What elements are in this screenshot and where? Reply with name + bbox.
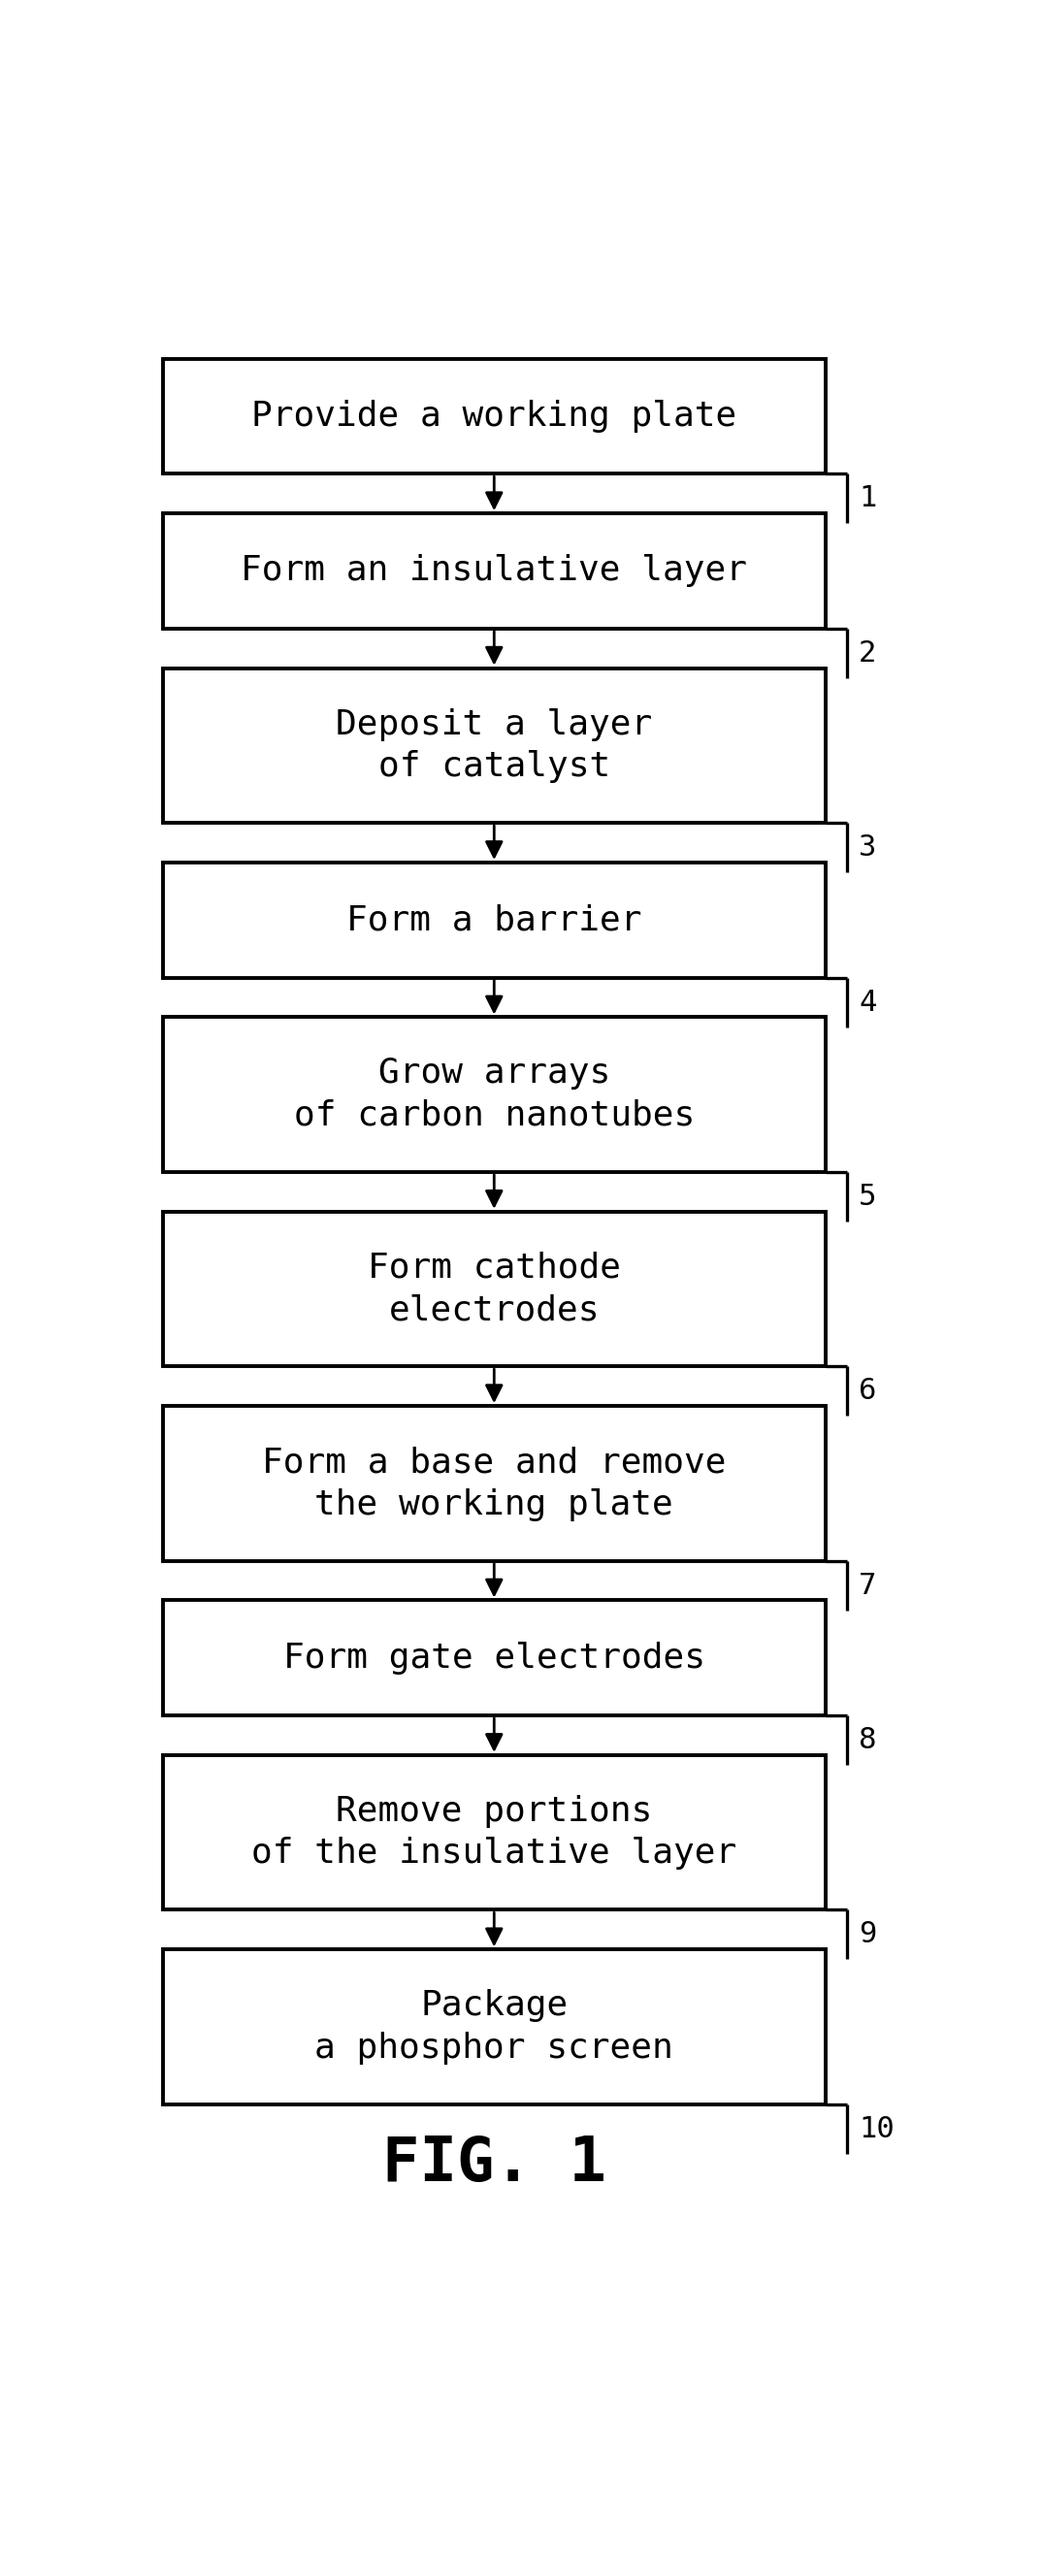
Text: 4: 4 bbox=[858, 989, 876, 1018]
Bar bbox=[163, 1018, 826, 1172]
Text: Form cathode
electrodes: Form cathode electrodes bbox=[367, 1252, 621, 1327]
Bar bbox=[163, 513, 826, 629]
Text: Remove portions
of the insulative layer: Remove portions of the insulative layer bbox=[251, 1795, 736, 1870]
Text: 7: 7 bbox=[858, 1571, 876, 1600]
Bar bbox=[163, 1754, 826, 1909]
Text: Form a base and remove
the working plate: Form a base and remove the working plate bbox=[262, 1445, 726, 1520]
Text: 5: 5 bbox=[858, 1182, 876, 1211]
Text: 6: 6 bbox=[858, 1378, 876, 1404]
Bar bbox=[163, 1406, 826, 1561]
Text: 1: 1 bbox=[858, 484, 876, 513]
Text: 8: 8 bbox=[858, 1726, 876, 1754]
Text: Form gate electrodes: Form gate electrodes bbox=[283, 1641, 705, 1674]
Text: Deposit a layer
of catalyst: Deposit a layer of catalyst bbox=[336, 708, 652, 783]
Bar bbox=[163, 1950, 826, 2105]
Text: Form a barrier: Form a barrier bbox=[346, 904, 641, 938]
Text: FIG. 1: FIG. 1 bbox=[382, 2133, 606, 2195]
Text: Package
a phosphor screen: Package a phosphor screen bbox=[315, 1989, 674, 2063]
Text: 9: 9 bbox=[858, 1922, 876, 1947]
Bar bbox=[163, 667, 826, 822]
Text: 10: 10 bbox=[858, 2115, 894, 2143]
Text: 2: 2 bbox=[858, 639, 876, 667]
Bar bbox=[163, 1211, 826, 1365]
Text: Form an insulative layer: Form an insulative layer bbox=[241, 554, 748, 587]
Text: Grow arrays
of carbon nanotubes: Grow arrays of carbon nanotubes bbox=[294, 1056, 695, 1133]
Bar bbox=[163, 1600, 826, 1716]
Bar bbox=[163, 863, 826, 976]
Bar bbox=[163, 358, 826, 474]
Text: 3: 3 bbox=[858, 835, 876, 863]
Text: Provide a working plate: Provide a working plate bbox=[251, 399, 736, 433]
